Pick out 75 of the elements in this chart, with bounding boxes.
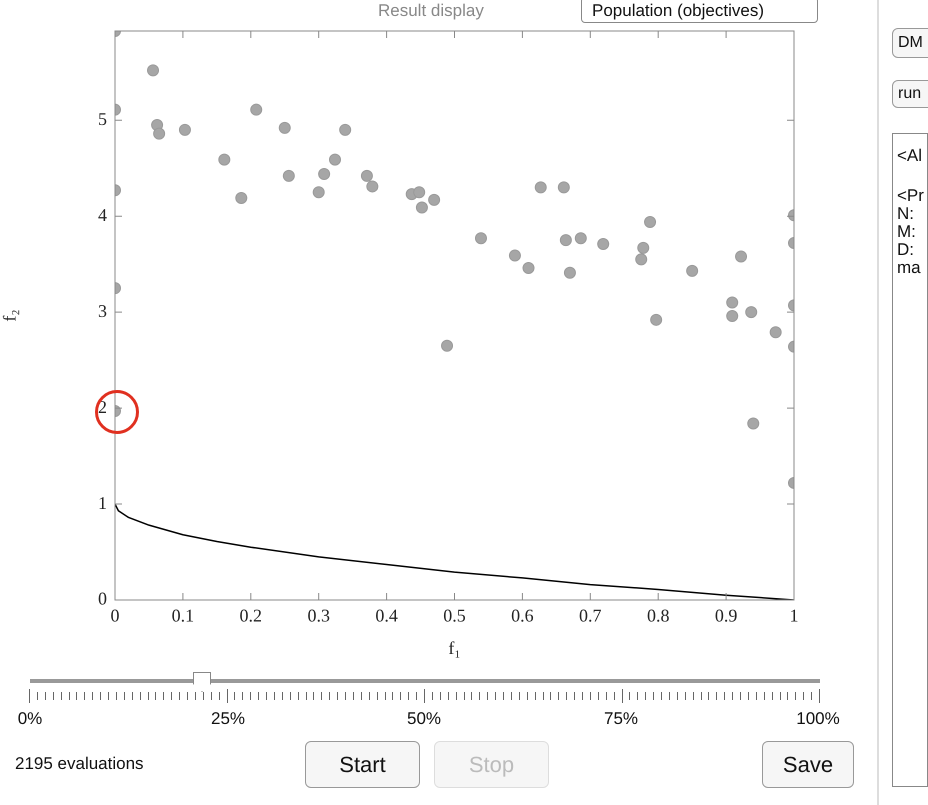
text: Result display	[378, 1, 484, 21]
text: 75%	[604, 709, 638, 729]
point	[770, 326, 782, 338]
point	[282, 170, 295, 182]
point	[360, 170, 373, 182]
point	[574, 232, 587, 244]
point	[534, 181, 547, 194]
point	[416, 202, 428, 214]
point	[560, 234, 572, 246]
point	[366, 180, 378, 192]
point	[558, 181, 570, 194]
point	[474, 232, 487, 244]
text: Save	[762, 741, 854, 788]
text: Stop	[434, 741, 549, 788]
point	[218, 154, 230, 166]
point	[637, 242, 650, 254]
point	[235, 192, 248, 204]
text: <Al	[897, 146, 922, 166]
point	[339, 124, 352, 136]
y-tick-label: 0	[98, 588, 107, 609]
point	[312, 186, 325, 198]
point	[597, 238, 610, 250]
x-tick-label: 0.8	[646, 606, 670, 626]
x-tick-label: 0.1	[172, 606, 194, 626]
text: M:	[897, 222, 916, 242]
point	[278, 122, 291, 134]
text: N:	[897, 204, 914, 224]
point	[650, 314, 662, 326]
text: 25%	[210, 709, 246, 729]
text: D:	[897, 240, 914, 260]
y-tick-label: 5	[98, 108, 107, 129]
x-tick-label: 0.4	[375, 606, 398, 626]
x-tick-label: 0.9	[714, 606, 738, 626]
point	[735, 250, 748, 262]
point	[635, 253, 648, 266]
text: 50%	[406, 709, 442, 729]
point	[428, 194, 440, 206]
x-tick-label: 0.5	[443, 606, 466, 626]
text: <Pr	[897, 186, 924, 206]
x-tick-label: 0.3	[307, 606, 330, 626]
point	[328, 154, 341, 166]
text: ma	[897, 258, 921, 278]
x-axis-title: f₁	[448, 638, 461, 658]
point	[564, 266, 576, 279]
text: 0%	[18, 709, 42, 729]
text: DM	[892, 28, 928, 58]
point	[318, 168, 330, 180]
x-tick-label: 0.7	[579, 606, 602, 626]
point	[250, 104, 262, 116]
point	[686, 264, 698, 277]
point	[522, 262, 535, 274]
x-tick-label: 0.2	[240, 606, 262, 626]
point	[147, 64, 160, 76]
text: 100%	[796, 709, 840, 729]
point	[413, 186, 426, 198]
text: Population (objectives)	[592, 1, 764, 21]
text: run	[892, 80, 928, 108]
point	[726, 310, 738, 322]
point	[644, 216, 656, 228]
x-tick-label: 1	[790, 606, 798, 626]
x-tick-label: 0	[110, 606, 120, 626]
point	[745, 306, 758, 318]
point	[726, 296, 738, 309]
text: 2195 evaluations	[15, 754, 144, 774]
point	[178, 124, 191, 136]
y-tick-label: 4	[98, 204, 107, 225]
text: Start	[305, 741, 420, 788]
y-axis-title: f₂	[0, 309, 20, 322]
x-tick-label: 0.6	[511, 606, 534, 626]
point	[153, 128, 166, 140]
point	[441, 340, 454, 352]
y-tick-label: 3	[98, 300, 107, 321]
point	[508, 250, 521, 262]
point	[747, 417, 760, 430]
y-tick-label: 1	[98, 492, 107, 513]
